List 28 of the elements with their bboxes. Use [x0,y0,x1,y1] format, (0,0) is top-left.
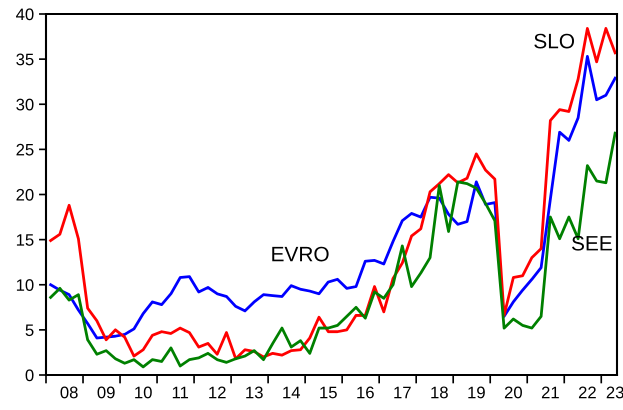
x-tick-label: 22 [578,386,596,398]
x-tick-label: 19 [468,386,485,398]
x-tick-label: 15 [320,386,337,398]
y-tick-label: 25 [16,144,34,156]
x-tick-label: 09 [98,386,115,398]
series-label: SEE [572,236,612,251]
y-tick-label: 10 [16,279,34,291]
series-label: SLO [534,34,574,48]
series-label: EVRO [272,246,329,262]
x-tick-label: 21 [542,386,559,398]
y-tick-label: 30 [16,98,34,110]
x-tick-label: 12 [209,386,226,398]
x-tick-label: 11 [172,386,188,398]
x-tick-label: 18 [431,386,448,398]
y-tick-label: 5 [26,324,34,336]
x-tick-label: 16 [357,386,374,398]
x-tick-label: 17 [394,386,411,398]
y-tick-label: 15 [16,234,34,246]
y-tick-label: 0 [26,369,34,382]
y-tick-label: 20 [16,188,34,201]
y-tick-label: 40 [16,8,34,20]
y-tick-label: 35 [16,54,34,66]
x-tick-label: 10 [135,386,152,398]
line-series [49,132,617,368]
x-tick-label: 20 [504,386,522,398]
x-tick-label: 14 [283,386,300,398]
x-tick-label: 08 [60,386,78,398]
x-tick-label: 13 [246,386,263,398]
